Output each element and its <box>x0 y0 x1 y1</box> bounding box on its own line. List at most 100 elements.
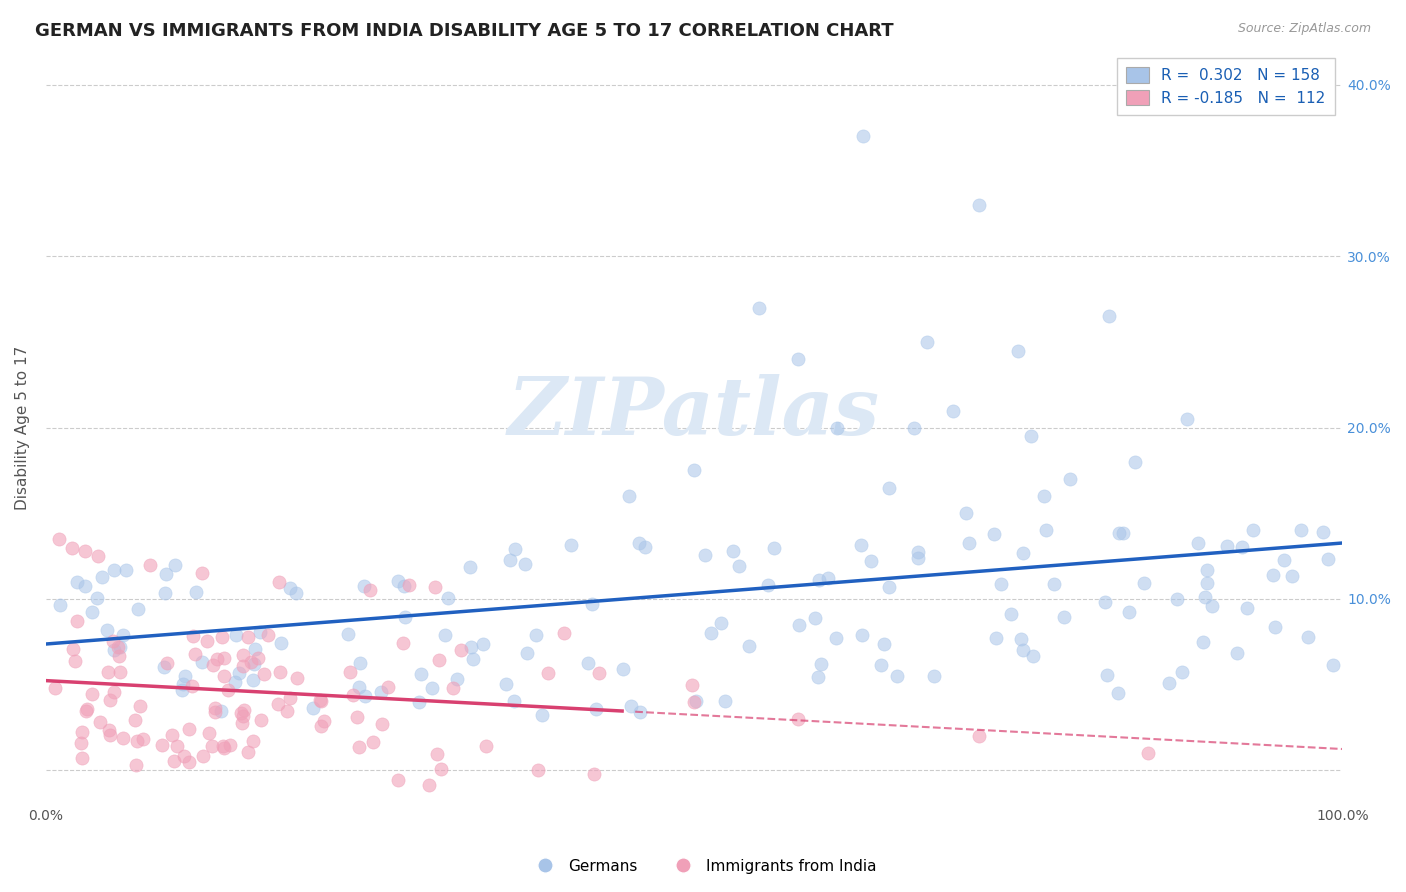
Point <box>877 580 900 594</box>
Point <box>193 749 215 764</box>
Point <box>253 666 276 681</box>
Point <box>553 626 575 640</box>
Point <box>101 634 124 648</box>
Point <box>1312 524 1334 539</box>
Point <box>236 745 259 759</box>
Point <box>191 655 214 669</box>
Point <box>87 549 110 563</box>
Point <box>526 628 548 642</box>
Point <box>231 716 253 731</box>
Point <box>786 352 808 367</box>
Point <box>1171 665 1194 679</box>
Point <box>990 577 1012 591</box>
Y-axis label: Disability Age 5 to 17: Disability Age 5 to 17 <box>15 345 30 509</box>
Point <box>1201 599 1223 614</box>
Point <box>66 575 89 590</box>
Point <box>683 463 706 477</box>
Point <box>387 574 409 588</box>
Point <box>429 762 451 776</box>
Point <box>392 635 415 649</box>
Point <box>758 578 780 592</box>
Point <box>1097 668 1119 682</box>
Point <box>212 739 235 754</box>
Point <box>748 301 770 315</box>
Point <box>229 706 252 721</box>
Point <box>527 763 550 777</box>
Point <box>1021 649 1043 664</box>
Point <box>212 741 235 756</box>
Point <box>1098 310 1121 324</box>
Point <box>103 685 125 699</box>
Point <box>907 550 929 565</box>
Point <box>1012 546 1035 560</box>
Point <box>97 723 120 737</box>
Point <box>612 662 634 676</box>
Point <box>1133 576 1156 591</box>
Point <box>308 693 330 707</box>
Point <box>461 652 484 666</box>
Point <box>62 642 84 657</box>
Point <box>1166 591 1188 606</box>
Point <box>228 666 250 681</box>
Point <box>1241 524 1264 538</box>
Point <box>619 489 641 503</box>
Point <box>1187 536 1209 550</box>
Point <box>75 579 97 593</box>
Point <box>312 714 335 728</box>
Point <box>311 719 333 733</box>
Point <box>1118 606 1140 620</box>
Point <box>236 630 259 644</box>
Point <box>269 665 291 680</box>
Point <box>392 579 415 593</box>
Point <box>359 583 381 598</box>
Point <box>150 739 173 753</box>
Point <box>80 605 103 619</box>
Point <box>387 772 409 787</box>
Point <box>495 677 517 691</box>
Point <box>886 669 908 683</box>
Point <box>804 611 827 625</box>
Point <box>446 672 468 686</box>
Text: ZIPatlas: ZIPatlas <box>508 374 880 451</box>
Point <box>107 640 129 654</box>
Point <box>60 541 83 555</box>
Point <box>173 749 195 764</box>
Point <box>1226 646 1249 660</box>
Point <box>576 657 599 671</box>
Point <box>172 677 194 691</box>
Point <box>957 536 980 550</box>
Point <box>628 536 651 550</box>
Point <box>969 198 991 212</box>
Point <box>1261 567 1284 582</box>
Point <box>70 736 93 750</box>
Point <box>89 714 111 729</box>
Point <box>420 681 443 695</box>
Point <box>349 656 371 670</box>
Point <box>1043 576 1066 591</box>
Point <box>243 642 266 657</box>
Point <box>285 671 308 685</box>
Point <box>1053 610 1076 624</box>
Point <box>738 640 761 654</box>
Point <box>48 598 70 612</box>
Point <box>108 640 131 655</box>
Point <box>181 679 204 693</box>
Point <box>249 714 271 728</box>
Point <box>86 591 108 606</box>
Point <box>302 700 325 714</box>
Point <box>219 739 242 753</box>
Point <box>851 628 873 642</box>
Point <box>685 694 707 708</box>
Point <box>460 640 482 654</box>
Point <box>354 689 377 703</box>
Point <box>516 646 538 660</box>
Point <box>817 571 839 585</box>
Point <box>284 586 307 600</box>
Point <box>1112 525 1135 540</box>
Point <box>242 673 264 687</box>
Point <box>502 694 524 708</box>
Point <box>450 643 472 657</box>
Legend: R =  0.302   N = 158, R = -0.185   N =  112: R = 0.302 N = 158, R = -0.185 N = 112 <box>1116 58 1334 115</box>
Point <box>1010 632 1032 646</box>
Point <box>233 703 256 717</box>
